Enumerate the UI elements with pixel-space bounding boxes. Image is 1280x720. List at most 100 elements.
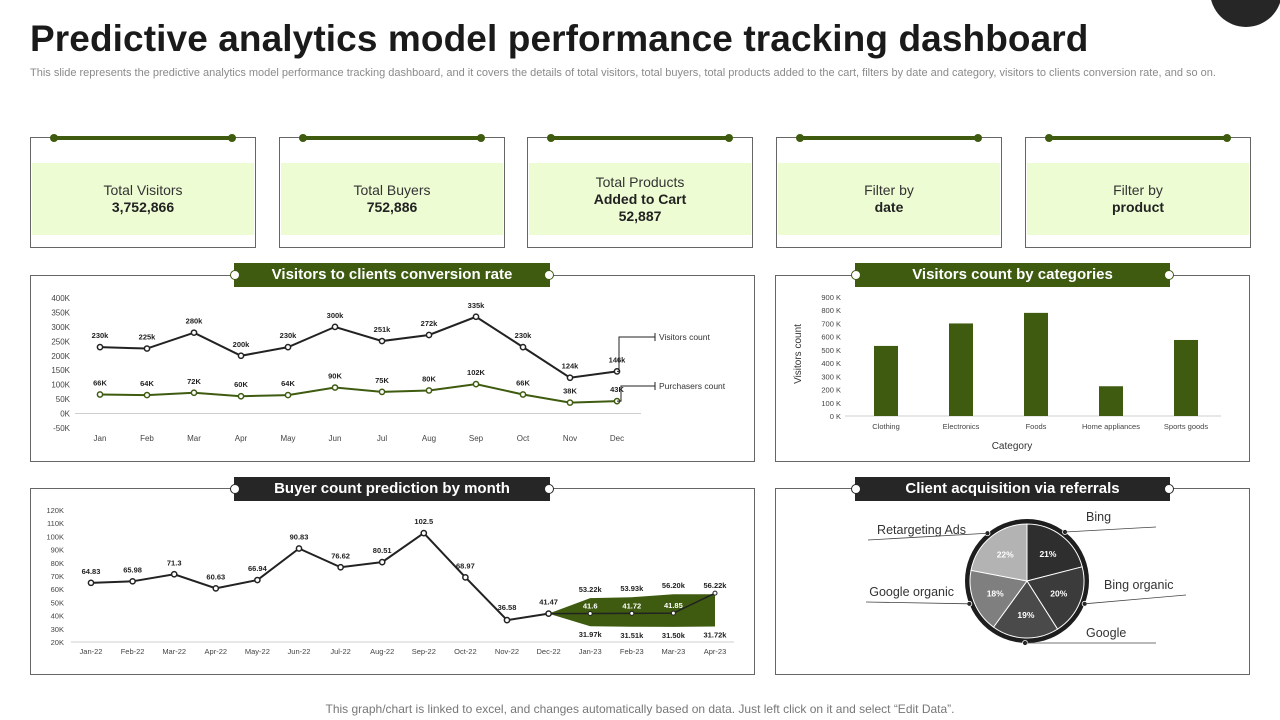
x-tick-label: May [280, 434, 295, 443]
data-point [519, 343, 527, 351]
upper-bound-label: 56.20k [662, 581, 686, 590]
page-title: Predictive analytics model performance t… [30, 18, 1089, 59]
data-label: 66.94 [248, 564, 268, 573]
filter-by-product[interactable]: Filter by product [1025, 134, 1251, 248]
filter-value: product [1111, 199, 1165, 215]
y-tick-label: 200K [51, 352, 70, 361]
data-label: 60K [234, 380, 248, 389]
y-tick-label: -50K [53, 424, 71, 433]
x-tick-label: Sep [469, 434, 484, 443]
data-point [331, 323, 339, 331]
data-point [378, 558, 386, 566]
callout-label: Bing organic [1104, 578, 1174, 592]
x-tick-label: Clothing [872, 422, 900, 431]
kpi-band [32, 163, 254, 235]
data-label: 124k [562, 362, 580, 371]
y-tick-label: 800 K [821, 306, 841, 315]
x-tick-label: Dec [610, 434, 624, 443]
slice-label: 21% [1039, 549, 1056, 559]
slice-label: 22% [997, 550, 1014, 560]
data-point [96, 391, 104, 398]
corner-decoration [1210, 0, 1280, 27]
data-label: 80.51 [373, 546, 392, 555]
buyer-prediction-panel: 120K 110K 100K 90K 80K 70K 60K 50K 40K 30K 20K Jan-… [30, 488, 755, 675]
kpi-top-bar [547, 134, 733, 142]
pie-slice [1026, 566, 1085, 630]
kpi-label: Total Products [595, 173, 685, 190]
y-axis-title: Visitors count [793, 324, 804, 384]
conversion-line-chart: 400K 350K 300K 250K 200K 150K 100K 50K 0K -50K Jan… [51, 294, 725, 443]
data-point [472, 313, 480, 321]
data-label: 36.58 [498, 603, 517, 612]
data-label: 71.3 [167, 558, 182, 567]
forecast-label: 41.85 [664, 601, 683, 610]
buyer-prediction-title: Buyer count prediction by month [230, 477, 554, 501]
y-tick-label: 0K [60, 410, 70, 419]
kpi-band [1027, 163, 1249, 235]
y-tick-label: 900 K [821, 293, 841, 302]
kpi-top-bar [299, 134, 485, 142]
kpi-value: 3,752,866 [111, 199, 175, 215]
categories-bar-chart: 900 K 800 K 700 K 600 K 500 K 400 K 300 K 200 K… [793, 293, 1221, 452]
bar [1099, 386, 1123, 416]
data-label: 102.5 [414, 517, 433, 526]
lower-bound-label: 31.97k [579, 630, 603, 639]
forecast-point [712, 590, 718, 596]
filter-by-date[interactable]: Filter by date [776, 134, 1002, 248]
kpi-band [778, 163, 1000, 235]
forecast-point [670, 610, 676, 616]
y-tick-label: 0 K [830, 412, 841, 421]
data-point [545, 610, 552, 618]
x-axis-title: Category [992, 441, 1033, 452]
data-point [331, 384, 339, 391]
data-point [190, 329, 198, 337]
data-label: 251k [374, 325, 392, 334]
data-point [425, 331, 433, 339]
data-label: 76.62 [331, 551, 350, 560]
x-tick-label: Jan-22 [80, 647, 103, 656]
data-point [143, 391, 151, 399]
data-point [254, 576, 261, 584]
data-label: 230k [92, 331, 110, 340]
data-point [237, 392, 245, 400]
y-tick-label: 600 K [821, 333, 841, 342]
referrals-pie-chart: 21% 20% 19% 18% 22% Bing Bing organic Google Goo… [865, 510, 1187, 646]
y-tick-label: 30K [51, 625, 64, 634]
pie-slice [969, 569, 1028, 628]
callout-line [865, 601, 970, 605]
kpi-total-buyers: Total Buyers 752,886 [279, 134, 505, 248]
kpi-value: 52,887 [618, 207, 662, 224]
x-tick-label: Jul-22 [330, 647, 350, 656]
callout-line [1084, 594, 1187, 605]
x-tick-label: Nov [563, 434, 577, 443]
slice-label: 18% [987, 589, 1004, 599]
y-tick-label: 50K [56, 395, 71, 404]
y-tick-label: 20K [51, 638, 64, 647]
data-point [566, 374, 574, 382]
filter-label: Filter by [864, 182, 914, 198]
data-point [425, 387, 433, 394]
y-tick-label: 500 K [821, 346, 841, 355]
forecast-point [587, 610, 593, 616]
y-tick-label: 90K [51, 546, 64, 555]
x-tick-label: Feb [140, 434, 154, 443]
referrals-chart-panel: 21% 20% 19% 18% 22% Bing Bing organic Google Goo… [775, 488, 1250, 675]
data-label: 66K [93, 378, 107, 387]
kpi-label: Total Visitors [103, 182, 183, 198]
page-subtitle: This slide represents the predictive ana… [30, 67, 1216, 79]
kpi-top-bar [50, 134, 236, 142]
pie-slice [1026, 523, 1083, 582]
slice-label: 20% [1050, 589, 1067, 599]
bar [949, 323, 973, 416]
kpi-band [281, 163, 503, 235]
data-point [462, 574, 469, 581]
data-label: 272k [421, 319, 439, 328]
data-label: 64K [281, 379, 295, 388]
upper-bound-label: 56.22k [704, 581, 728, 590]
callout-label: Retargeting Ads [877, 523, 966, 537]
y-tick-label: 70K [51, 572, 64, 581]
categories-chart-title: Visitors count by categories [851, 263, 1174, 287]
data-label: 75K [375, 376, 389, 385]
y-tick-label: 80K [51, 559, 64, 568]
y-tick-label: 60K [51, 585, 64, 594]
